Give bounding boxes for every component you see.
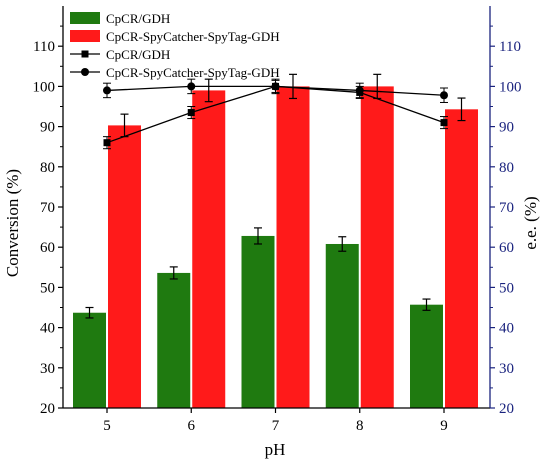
bar-CpCR-SpyCatcher-SpyTag-GDH-8	[360, 86, 394, 409]
y-tick-label-right: 30	[499, 361, 514, 377]
legend-label: CpCR/GDH	[106, 11, 170, 26]
bar-CpCR-SpyCatcher-SpyTag-GDH-7	[276, 86, 310, 409]
line-layer	[103, 78, 448, 150]
legend-marker-circle	[81, 68, 89, 76]
x-tick-label: 6	[188, 418, 196, 434]
y-tick-label-right: 20	[499, 401, 514, 417]
x-tick-label: 7	[272, 418, 280, 434]
bar-CpCR/GDH-6	[157, 272, 191, 408]
y-tick-label-right: 100	[499, 79, 522, 95]
y-tick-label-left: 90	[40, 120, 55, 136]
legend-swatch-bar	[70, 12, 100, 24]
line-point-square	[187, 109, 195, 117]
x-tick-label: 9	[440, 418, 448, 434]
y-tick-label-right: 80	[499, 160, 514, 176]
line-point-circle	[271, 82, 280, 91]
line-point-circle	[103, 86, 111, 95]
line-point-circle	[440, 91, 448, 100]
y-tick-label-right: 90	[499, 120, 514, 136]
line-point-square	[440, 119, 448, 127]
y-tick-label-right: 50	[499, 280, 514, 296]
bar-CpCR/GDH-9	[410, 304, 443, 408]
legend-swatch-bar	[70, 30, 100, 42]
bar-CpCR/GDH-8	[325, 243, 359, 408]
bar-CpCR-SpyCatcher-SpyTag-GDH-6	[192, 90, 226, 409]
bar-CpCR/GDH-7	[241, 235, 275, 408]
y-tick-label-right: 40	[499, 321, 514, 337]
x-axis-label: pH	[265, 440, 286, 459]
y-tick-label-left: 40	[40, 321, 55, 337]
line-point-circle	[355, 86, 364, 95]
y-tick-label-left: 30	[40, 361, 55, 377]
x-tick-label: 8	[356, 418, 364, 434]
bar-layer	[73, 73, 478, 409]
axes-layer: 20 20 30 30 40 40 50 50 60 60 70 70 80 80 90 90 100 100 11…	[33, 6, 522, 434]
y-axis-left-label: Conversion (%)	[3, 169, 22, 277]
y-tick-label-right: 70	[499, 200, 514, 216]
y-tick-label-left: 50	[40, 280, 55, 296]
line-point-circle	[187, 82, 196, 91]
x-tick-label: 5	[103, 418, 111, 434]
y-tick-label-left: 100	[33, 79, 56, 95]
legend-label: CpCR-SpyCatcher-SpyTag-GDH	[106, 65, 280, 80]
legend-label: CpCR-SpyCatcher-SpyTag-GDH	[106, 29, 280, 44]
y-tick-label-left: 20	[40, 401, 55, 417]
bar-CpCR-SpyCatcher-SpyTag-GDH-9	[445, 109, 478, 409]
y-tick-label-right: 60	[499, 240, 514, 256]
legend-label: CpCR/GDH	[106, 47, 170, 62]
y-tick-label-left: 60	[40, 240, 55, 256]
y-tick-label-left: 80	[40, 160, 55, 176]
line-point-square	[103, 139, 111, 147]
y-tick-label-right: 110	[499, 39, 521, 55]
bar-CpCR/GDH-5	[73, 312, 106, 408]
y-tick-label-left: 70	[40, 200, 55, 216]
legend-marker-square	[81, 50, 89, 58]
y-tick-label-left: 110	[33, 39, 55, 55]
bar-CpCR-SpyCatcher-SpyTag-GDH-5	[108, 125, 141, 409]
y-axis-right-label: e.e. (%)	[521, 196, 540, 249]
legend: CpCR/GDH CpCR-SpyCatcher-SpyTag-GDH CpCR/G…	[70, 11, 280, 80]
